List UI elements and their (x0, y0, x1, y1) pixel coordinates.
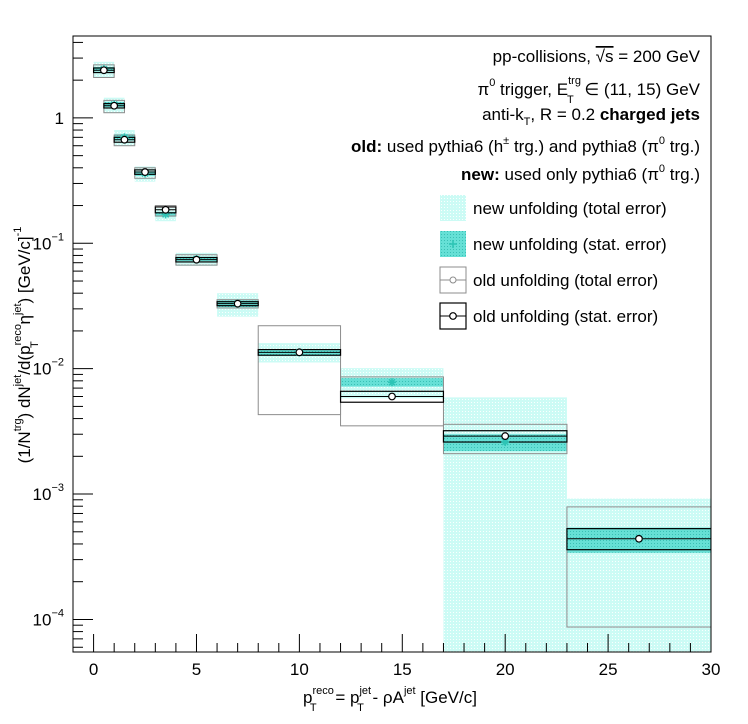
legend-label: old unfolding (total error) (473, 271, 658, 290)
old-data-point (141, 168, 149, 176)
old-total-error-box (257, 325, 342, 416)
legend-entry: new unfolding (stat. error) (440, 231, 667, 257)
x-tick-label: 30 (702, 660, 721, 679)
plot-frame (72, 35, 712, 653)
x-tick-label: 15 (393, 660, 412, 679)
info-line-collisions: pp-collisions, √s = 200 GeV (493, 47, 701, 66)
info-line-jets: anti-kT, R = 0.2 charged jets (482, 105, 700, 128)
legend-entry: new unfolding (total error) (440, 195, 667, 221)
old-total-error-box (566, 506, 711, 628)
x-axis-label: preco T = pjet T - ρAjet [GeV/c] (303, 685, 477, 714)
info-line-old: old: used pythia6 (h± trg.) and pythia8 … (351, 135, 700, 156)
old-data-point (501, 432, 510, 440)
plot-layer (92, 61, 711, 652)
y-axis-label: (1/Ntrg) dNjet/d(preco T ηjet) [GeV/c]-1 (12, 227, 41, 464)
x-tick-label: 25 (599, 660, 618, 679)
old-data-point (120, 135, 129, 144)
old-data-point (635, 534, 643, 543)
legend: new unfolding (total error) new unfolding… (439, 195, 667, 330)
legend-entry: old unfolding (total error) (439, 266, 658, 294)
old-data-point (99, 66, 108, 75)
info-line-new: new: used only pythia6 (π0 trg.) (461, 163, 700, 184)
axes: 0 5 10 15 20 25 30 1 10−1 10−2 10−3 10−4 (33, 35, 721, 679)
new-data-point (388, 378, 396, 387)
new-data-point (501, 438, 510, 447)
y-tick-label: 1 (55, 109, 64, 128)
plot-area (92, 61, 711, 652)
old-data-point (233, 299, 242, 308)
legend-label: new unfolding (stat. error) (473, 235, 667, 254)
legend-label: new unfolding (total error) (473, 199, 667, 218)
old-data-point (110, 101, 119, 110)
x-tick-label: 20 (496, 660, 515, 679)
legend-entry: old unfolding (stat. error) (439, 302, 658, 330)
x-tick-label: 0 (89, 660, 98, 679)
y-tick-label: 10−3 (33, 482, 64, 504)
info-line-trigger: π0 trigger, Etrg T ∈ (11, 15) GeV (477, 75, 700, 106)
legend-label: old unfolding (stat. error) (473, 307, 658, 326)
old-data-point (192, 255, 201, 264)
new-total-error-band (566, 498, 711, 652)
x-tick-label: 10 (290, 660, 309, 679)
y-tick-label: 10−1 (33, 231, 64, 253)
y-tick-label: 10−2 (33, 357, 64, 379)
info-text-block: pp-collisions, √s = 200 GeV π0 trigger, E… (351, 47, 701, 184)
y-tick-label: 10−4 (33, 607, 64, 629)
old-data-point (388, 392, 396, 401)
old-data-point (161, 205, 170, 214)
x-tick-label: 5 (192, 660, 201, 679)
old-data-point (295, 348, 304, 357)
